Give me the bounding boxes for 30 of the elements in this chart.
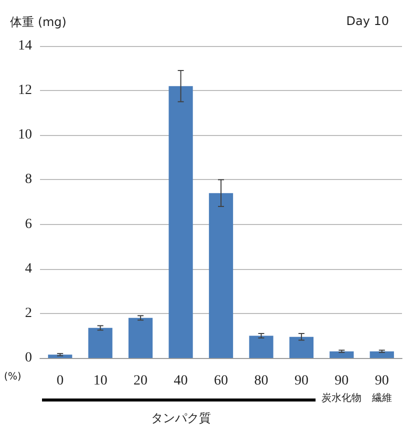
bar xyxy=(88,328,112,358)
bar xyxy=(128,318,153,358)
y-tick-label: 14 xyxy=(18,38,32,54)
bar xyxy=(370,351,394,358)
y-tick-label: 6 xyxy=(25,216,32,232)
y-tick-label: 4 xyxy=(25,261,32,276)
bar xyxy=(330,351,354,358)
x-tick-label: 40 xyxy=(174,374,188,388)
x-tick-label: 90 炭水化物 xyxy=(322,374,362,404)
y-tick-label: 8 xyxy=(25,172,32,188)
x-tick-label: 60 xyxy=(214,374,228,388)
bar xyxy=(208,193,234,358)
x-tick-label: 90 xyxy=(294,374,308,388)
bar xyxy=(168,86,193,358)
x-tick-label: 80 xyxy=(254,374,268,388)
y-tick-label: 10 xyxy=(18,128,32,143)
x-tick-label: 90 繊維 xyxy=(370,374,392,404)
bar xyxy=(48,354,72,358)
x-tick-label: 20 xyxy=(134,374,148,388)
x-tick-label: 10 xyxy=(93,374,108,388)
text: (%) xyxy=(4,372,22,382)
x-tick-label: 0 xyxy=(56,374,64,388)
y-tick-label: 0 xyxy=(25,350,32,366)
text: タンパク質 xyxy=(150,411,211,425)
chart-title: Day 10 xyxy=(346,14,389,28)
bar xyxy=(289,336,314,358)
bar xyxy=(249,336,274,358)
y-tick-label: 2 xyxy=(25,306,32,321)
y-tick-label: 12 xyxy=(18,83,32,98)
y-axis-title: 体重 (mg) xyxy=(10,15,66,29)
